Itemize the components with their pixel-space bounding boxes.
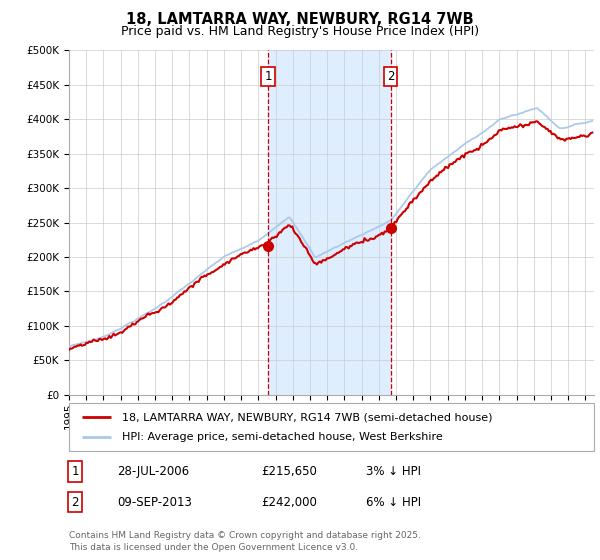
Text: £215,650: £215,650 <box>261 465 317 478</box>
Text: 1: 1 <box>71 465 79 478</box>
Bar <box>268 50 391 395</box>
Text: 28-JUL-2006: 28-JUL-2006 <box>117 465 189 478</box>
Text: 2: 2 <box>71 496 79 509</box>
FancyBboxPatch shape <box>69 403 594 451</box>
Text: 3% ↓ HPI: 3% ↓ HPI <box>366 465 421 478</box>
Text: HPI: Average price, semi-detached house, West Berkshire: HPI: Average price, semi-detached house,… <box>121 432 442 442</box>
Text: 18, LAMTARRA WAY, NEWBURY, RG14 7WB (semi-detached house): 18, LAMTARRA WAY, NEWBURY, RG14 7WB (sem… <box>121 413 492 422</box>
Text: 09-SEP-2013: 09-SEP-2013 <box>117 496 192 509</box>
Text: 2: 2 <box>387 70 394 83</box>
Text: 6% ↓ HPI: 6% ↓ HPI <box>366 496 421 509</box>
Text: £242,000: £242,000 <box>261 496 317 509</box>
Text: 1: 1 <box>265 70 272 83</box>
Text: Price paid vs. HM Land Registry's House Price Index (HPI): Price paid vs. HM Land Registry's House … <box>121 25 479 39</box>
Text: 18, LAMTARRA WAY, NEWBURY, RG14 7WB: 18, LAMTARRA WAY, NEWBURY, RG14 7WB <box>126 12 474 27</box>
Text: Contains HM Land Registry data © Crown copyright and database right 2025.
This d: Contains HM Land Registry data © Crown c… <box>69 531 421 552</box>
